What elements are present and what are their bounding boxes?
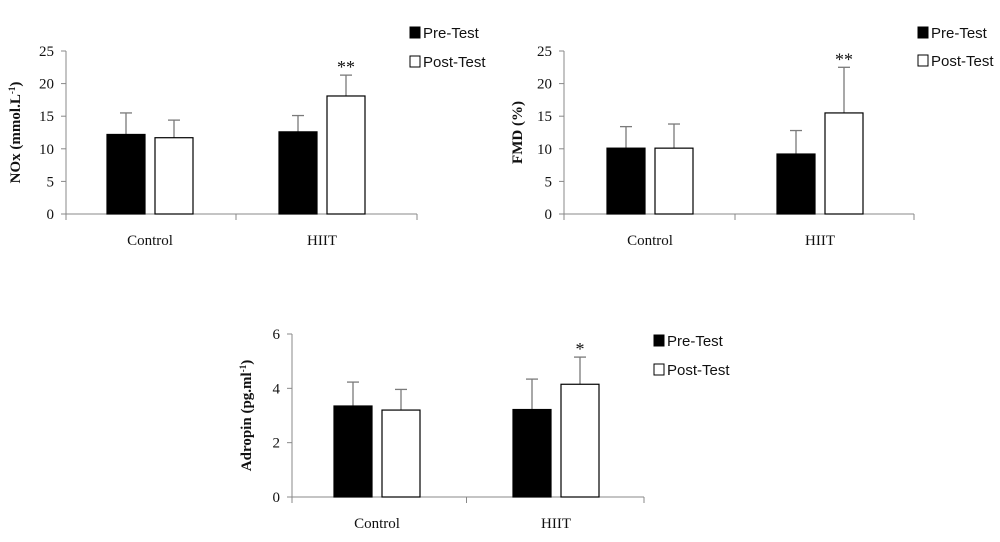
bar-post-test-control — [654, 147, 694, 215]
y-axis-label-text: Adropin (pg.ml — [239, 372, 255, 471]
y-axis-label: Adropin (pg.ml-1) — [238, 360, 255, 471]
legend-label: Pre-Test — [667, 333, 724, 350]
y-tick-label: 20 — [537, 77, 552, 93]
y-tick-label: 15 — [537, 109, 552, 125]
legend-swatch — [409, 55, 421, 68]
y-tick-label: 10 — [39, 142, 54, 158]
y-tick-label: 25 — [39, 44, 54, 60]
x-tick-label: HIIT — [541, 516, 571, 532]
y-axis-label-text: FMD (%) — [510, 101, 526, 164]
y-tick-label: 6 — [273, 327, 281, 343]
x-tick-label: Control — [627, 233, 673, 249]
legend-swatch — [653, 334, 665, 347]
bar-post-test-hiit — [824, 112, 864, 215]
y-axis-label: NOx (mmol.L-1) — [7, 82, 24, 184]
y-tick-label: 0 — [545, 207, 553, 223]
bar-post-test-hiit — [326, 95, 366, 215]
legend-label: Pre-Test — [423, 25, 480, 42]
x-tick-label: Control — [354, 516, 400, 532]
chart-2: 0 5 10 15 20 25 Control HIIT ** FMD (%) Pre-Test Po… — [510, 25, 994, 249]
y-axis-label-superscript: -1 — [238, 364, 248, 372]
y-tick-label: 0 — [47, 207, 55, 223]
bar-post-test-hiit — [560, 383, 600, 498]
significance-marker: ** — [337, 57, 355, 77]
x-tick-label: Control — [127, 233, 173, 249]
y-tick-label: 5 — [545, 174, 553, 190]
x-tick-label: HIIT — [805, 233, 835, 249]
legend-swatch — [409, 26, 421, 39]
legend-swatch — [917, 26, 929, 39]
x-tick-label: HIIT — [307, 233, 337, 249]
bar-pre-test-hiit — [776, 153, 816, 215]
legend-label: Pre-Test — [931, 25, 988, 42]
y-tick-label: 15 — [39, 109, 54, 125]
bar-pre-test-control — [106, 133, 146, 215]
y-tick-label: 20 — [39, 77, 54, 93]
chart-1: 0 5 10 15 20 25 Control HIIT ** NOx (mmol.L-1) Pre… — [7, 25, 486, 249]
y-axis-label-superscript: -1 — [7, 86, 17, 94]
legend-label: Post-Test — [931, 53, 994, 70]
bar-post-test-control — [154, 137, 194, 215]
bar-pre-test-hiit — [512, 408, 552, 498]
bar-pre-test-control — [333, 405, 373, 498]
significance-marker: * — [576, 339, 585, 359]
bar-pre-test-hiit — [278, 131, 318, 215]
y-tick-label: 10 — [537, 142, 552, 158]
y-axis-label-close: ) — [8, 82, 24, 87]
y-tick-label: 2 — [273, 436, 281, 452]
legend-label: Post-Test — [423, 54, 486, 71]
y-axis-label-text: NOx (mmol.L — [8, 94, 24, 183]
y-axis-label-close: ) — [239, 360, 255, 365]
bar-post-test-control — [381, 409, 421, 498]
y-tick-label: 4 — [273, 381, 281, 397]
chart-3: 0 2 4 6 Control HIIT * Adropin (pg.ml-1) Pre-Tes… — [238, 327, 730, 532]
y-tick-label: 25 — [537, 44, 552, 60]
y-tick-label: 5 — [47, 174, 55, 190]
bar-pre-test-control — [606, 147, 646, 215]
y-axis-label: FMD (%) — [510, 101, 526, 164]
legend-swatch — [653, 363, 665, 376]
legend-swatch — [917, 54, 929, 67]
legend-label: Post-Test — [667, 362, 730, 379]
y-tick-label: 0 — [273, 490, 281, 506]
significance-marker: ** — [835, 49, 853, 69]
